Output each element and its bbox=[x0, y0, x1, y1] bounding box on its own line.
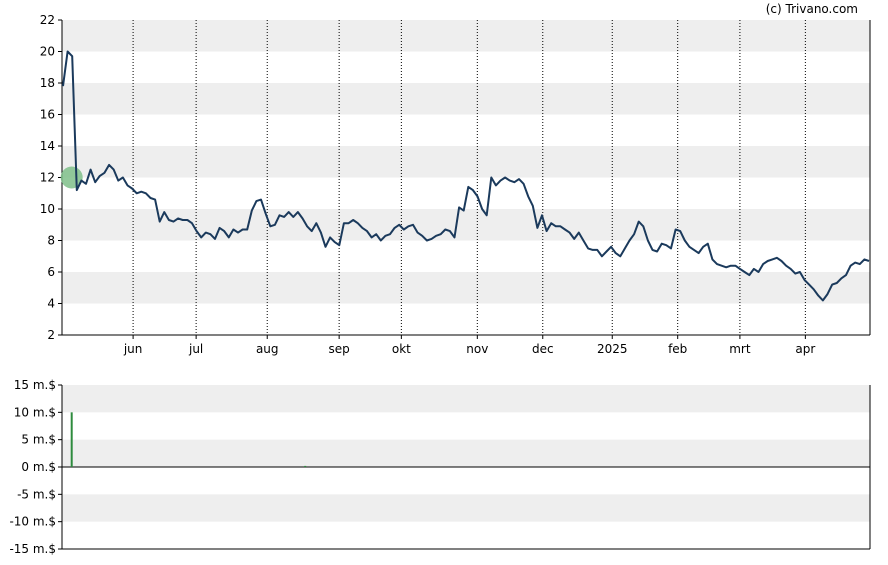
price-band bbox=[62, 146, 870, 178]
price-band bbox=[62, 209, 870, 241]
volume-y-tick-label: 5 m.$ bbox=[21, 433, 56, 447]
volume-bands bbox=[62, 385, 870, 522]
price-y-tick-label: 14 bbox=[40, 139, 55, 153]
price-x-tick-label: jun bbox=[123, 342, 143, 356]
price-x-tick-label: aug bbox=[256, 342, 279, 356]
price-panel: 2 4 6 8 10 12 14 16 18 20 22 jun jul aug sep okt nov dec… bbox=[40, 13, 871, 356]
price-y-tick-label: 18 bbox=[40, 76, 55, 90]
price-y-ticks: 2 4 6 8 10 12 14 16 18 20 22 bbox=[40, 13, 62, 342]
price-y-tick-label: 2 bbox=[47, 328, 55, 342]
volume-y-tick-label: -10 m.$ bbox=[9, 515, 56, 529]
price-y-tick-label: 22 bbox=[40, 13, 55, 27]
price-x-tick-label: sep bbox=[329, 342, 350, 356]
volume-band bbox=[62, 494, 870, 522]
volume-y-tick-label: 10 m.$ bbox=[14, 405, 56, 419]
price-x-tick-label: apr bbox=[795, 342, 815, 356]
price-x-tick-label: dec bbox=[532, 342, 554, 356]
price-x-tick-label: 2025 bbox=[597, 342, 628, 356]
volume-y-ticks: 15 m.$ 10 m.$ 5 m.$ 0 m.$ -5 m.$ -10 m.$ -15 m… bbox=[9, 378, 62, 556]
price-x-tick-label: jul bbox=[188, 342, 203, 356]
volume-y-tick-label: 15 m.$ bbox=[14, 378, 56, 392]
price-y-tick-label: 4 bbox=[47, 297, 55, 311]
volume-bar bbox=[70, 412, 73, 467]
volume-band bbox=[62, 385, 870, 413]
price-y-tick-label: 6 bbox=[47, 265, 55, 279]
price-bands bbox=[62, 20, 870, 304]
credit-label: (c) Trivano.com bbox=[766, 2, 858, 16]
volume-y-tick-label: -15 m.$ bbox=[9, 542, 56, 556]
price-x-ticks: jun jul aug sep okt nov dec 2025 feb mrt apr bbox=[123, 335, 815, 356]
volume-band bbox=[62, 439, 870, 467]
price-y-tick-label: 12 bbox=[40, 171, 55, 185]
volume-panel: 15 m.$ 10 m.$ 5 m.$ 0 m.$ -5 m.$ -10 m.$ -15 m… bbox=[9, 378, 871, 556]
price-x-tick-label: nov bbox=[466, 342, 488, 356]
price-band bbox=[62, 272, 870, 304]
price-series-line bbox=[62, 50, 870, 302]
price-y-tick-label: 10 bbox=[40, 202, 55, 216]
price-band bbox=[62, 83, 870, 115]
price-y-tick-label: 16 bbox=[40, 108, 55, 122]
price-x-tick-label: okt bbox=[392, 342, 411, 356]
volume-y-tick-label: 0 m.$ bbox=[21, 460, 56, 474]
volume-bar bbox=[304, 465, 307, 467]
price-band bbox=[62, 20, 870, 52]
volume-bars bbox=[70, 412, 307, 467]
volume-y-tick-label: -5 m.$ bbox=[17, 487, 56, 501]
price-x-tick-label: feb bbox=[668, 342, 687, 356]
price-y-tick-label: 8 bbox=[47, 234, 55, 248]
price-x-tick-label: mrt bbox=[729, 342, 751, 356]
price-y-tick-label: 20 bbox=[40, 45, 55, 59]
